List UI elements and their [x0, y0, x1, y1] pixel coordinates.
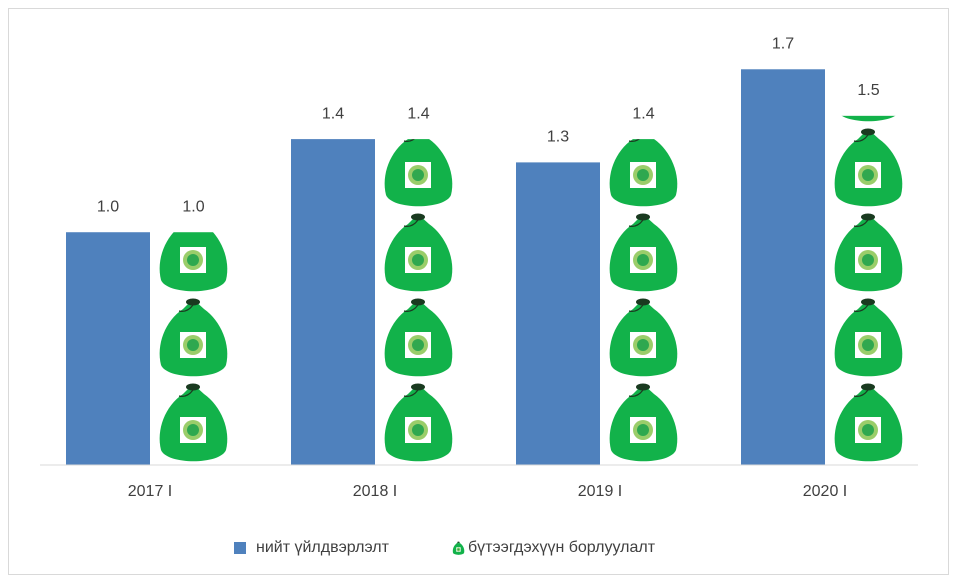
bar	[516, 162, 600, 465]
pictograph-bar	[155, 232, 232, 465]
data-label: 1.4	[407, 105, 429, 122]
x-tick-label: 2019 I	[578, 483, 622, 500]
data-label: 1.3	[547, 129, 569, 146]
pictograph-bar	[605, 139, 682, 465]
x-tick-label: 2020 I	[803, 483, 847, 500]
bar	[291, 139, 375, 465]
x-tick-label: 2017 I	[128, 483, 172, 500]
pictograph-bar	[830, 115, 907, 465]
data-label: 1.7	[772, 35, 794, 52]
bag-knot	[457, 541, 460, 543]
bar	[66, 232, 150, 465]
legend-swatch	[234, 542, 246, 554]
legend-label: нийт үйлдвэрлэлт	[256, 539, 390, 556]
data-label: 1.5	[857, 82, 879, 99]
data-label: 1.4	[322, 105, 344, 122]
legend-icon	[452, 541, 465, 555]
data-label: 1.0	[97, 198, 119, 215]
bag-coin-inner	[457, 548, 460, 551]
x-tick-label: 2018 I	[353, 483, 397, 500]
legend-label: бүтээгдэхүүн борлуулалт	[468, 539, 656, 556]
data-label: 1.4	[632, 105, 654, 122]
pictograph-bar	[380, 139, 457, 465]
data-label: 1.0	[182, 198, 204, 215]
bag-string	[456, 542, 459, 544]
bar	[741, 69, 825, 466]
